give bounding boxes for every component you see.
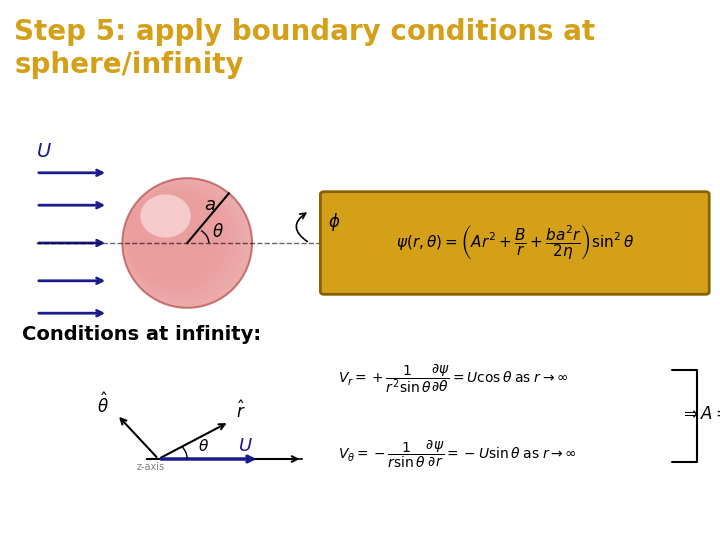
Text: $\phi$: $\phi$	[328, 211, 340, 233]
Ellipse shape	[127, 192, 220, 284]
Ellipse shape	[127, 190, 222, 286]
FancyBboxPatch shape	[320, 192, 709, 294]
Ellipse shape	[127, 192, 218, 283]
Ellipse shape	[122, 178, 252, 308]
Ellipse shape	[127, 191, 222, 286]
Ellipse shape	[140, 194, 191, 238]
Ellipse shape	[127, 191, 220, 285]
Ellipse shape	[125, 185, 235, 296]
Ellipse shape	[124, 183, 241, 300]
Text: Step 5: apply boundary conditions at
sphere/infinity: Step 5: apply boundary conditions at sph…	[14, 18, 595, 79]
Ellipse shape	[125, 186, 232, 293]
Ellipse shape	[126, 187, 230, 292]
Text: $\hat{\theta}$: $\hat{\theta}$	[97, 392, 109, 416]
Ellipse shape	[126, 189, 226, 289]
Ellipse shape	[125, 186, 233, 294]
Ellipse shape	[122, 179, 251, 307]
Text: $\theta$: $\theta$	[212, 222, 224, 240]
Ellipse shape	[125, 185, 235, 295]
Text: $V_\theta = -\dfrac{1}{r\sin\theta}\dfrac{\partial\psi}{\partial r} = -U\sin\the: $V_\theta = -\dfrac{1}{r\sin\theta}\dfra…	[338, 437, 577, 470]
Ellipse shape	[122, 178, 252, 308]
Text: $\Rightarrow A=\dfrac{U}{2}$: $\Rightarrow A=\dfrac{U}{2}$	[680, 398, 720, 434]
Text: z-axis: z-axis	[137, 462, 165, 472]
Ellipse shape	[126, 188, 229, 291]
Text: $U$: $U$	[36, 141, 52, 160]
Text: Conditions at infinity:: Conditions at infinity:	[22, 325, 261, 345]
Ellipse shape	[127, 190, 224, 287]
Ellipse shape	[126, 188, 228, 290]
Text: $\hat{r}$: $\hat{r}$	[235, 400, 246, 422]
Ellipse shape	[125, 187, 231, 292]
Text: $a$: $a$	[204, 196, 216, 214]
Ellipse shape	[123, 181, 245, 302]
Text: $U$: $U$	[238, 437, 253, 455]
Ellipse shape	[124, 183, 240, 299]
Ellipse shape	[124, 181, 244, 302]
Ellipse shape	[123, 180, 248, 305]
Text: $V_r = +\dfrac{1}{r^2\sin\theta}\dfrac{\partial\psi}{\partial\theta} = U\cos\the: $V_r = +\dfrac{1}{r^2\sin\theta}\dfrac{\…	[338, 361, 570, 395]
Ellipse shape	[123, 180, 246, 303]
Ellipse shape	[124, 182, 243, 301]
Ellipse shape	[122, 179, 250, 306]
Ellipse shape	[125, 184, 238, 298]
Ellipse shape	[125, 184, 239, 299]
Ellipse shape	[125, 185, 237, 296]
Text: $\psi(r,\theta)=\left(Ar^2+\dfrac{B}{r}+\dfrac{ba^2r}{2\eta}\right)\sin^2\theta$: $\psi(r,\theta)=\left(Ar^2+\dfrac{B}{r}+…	[396, 224, 634, 262]
Ellipse shape	[123, 180, 248, 305]
Ellipse shape	[127, 190, 225, 288]
Text: $\theta$: $\theta$	[198, 438, 209, 454]
